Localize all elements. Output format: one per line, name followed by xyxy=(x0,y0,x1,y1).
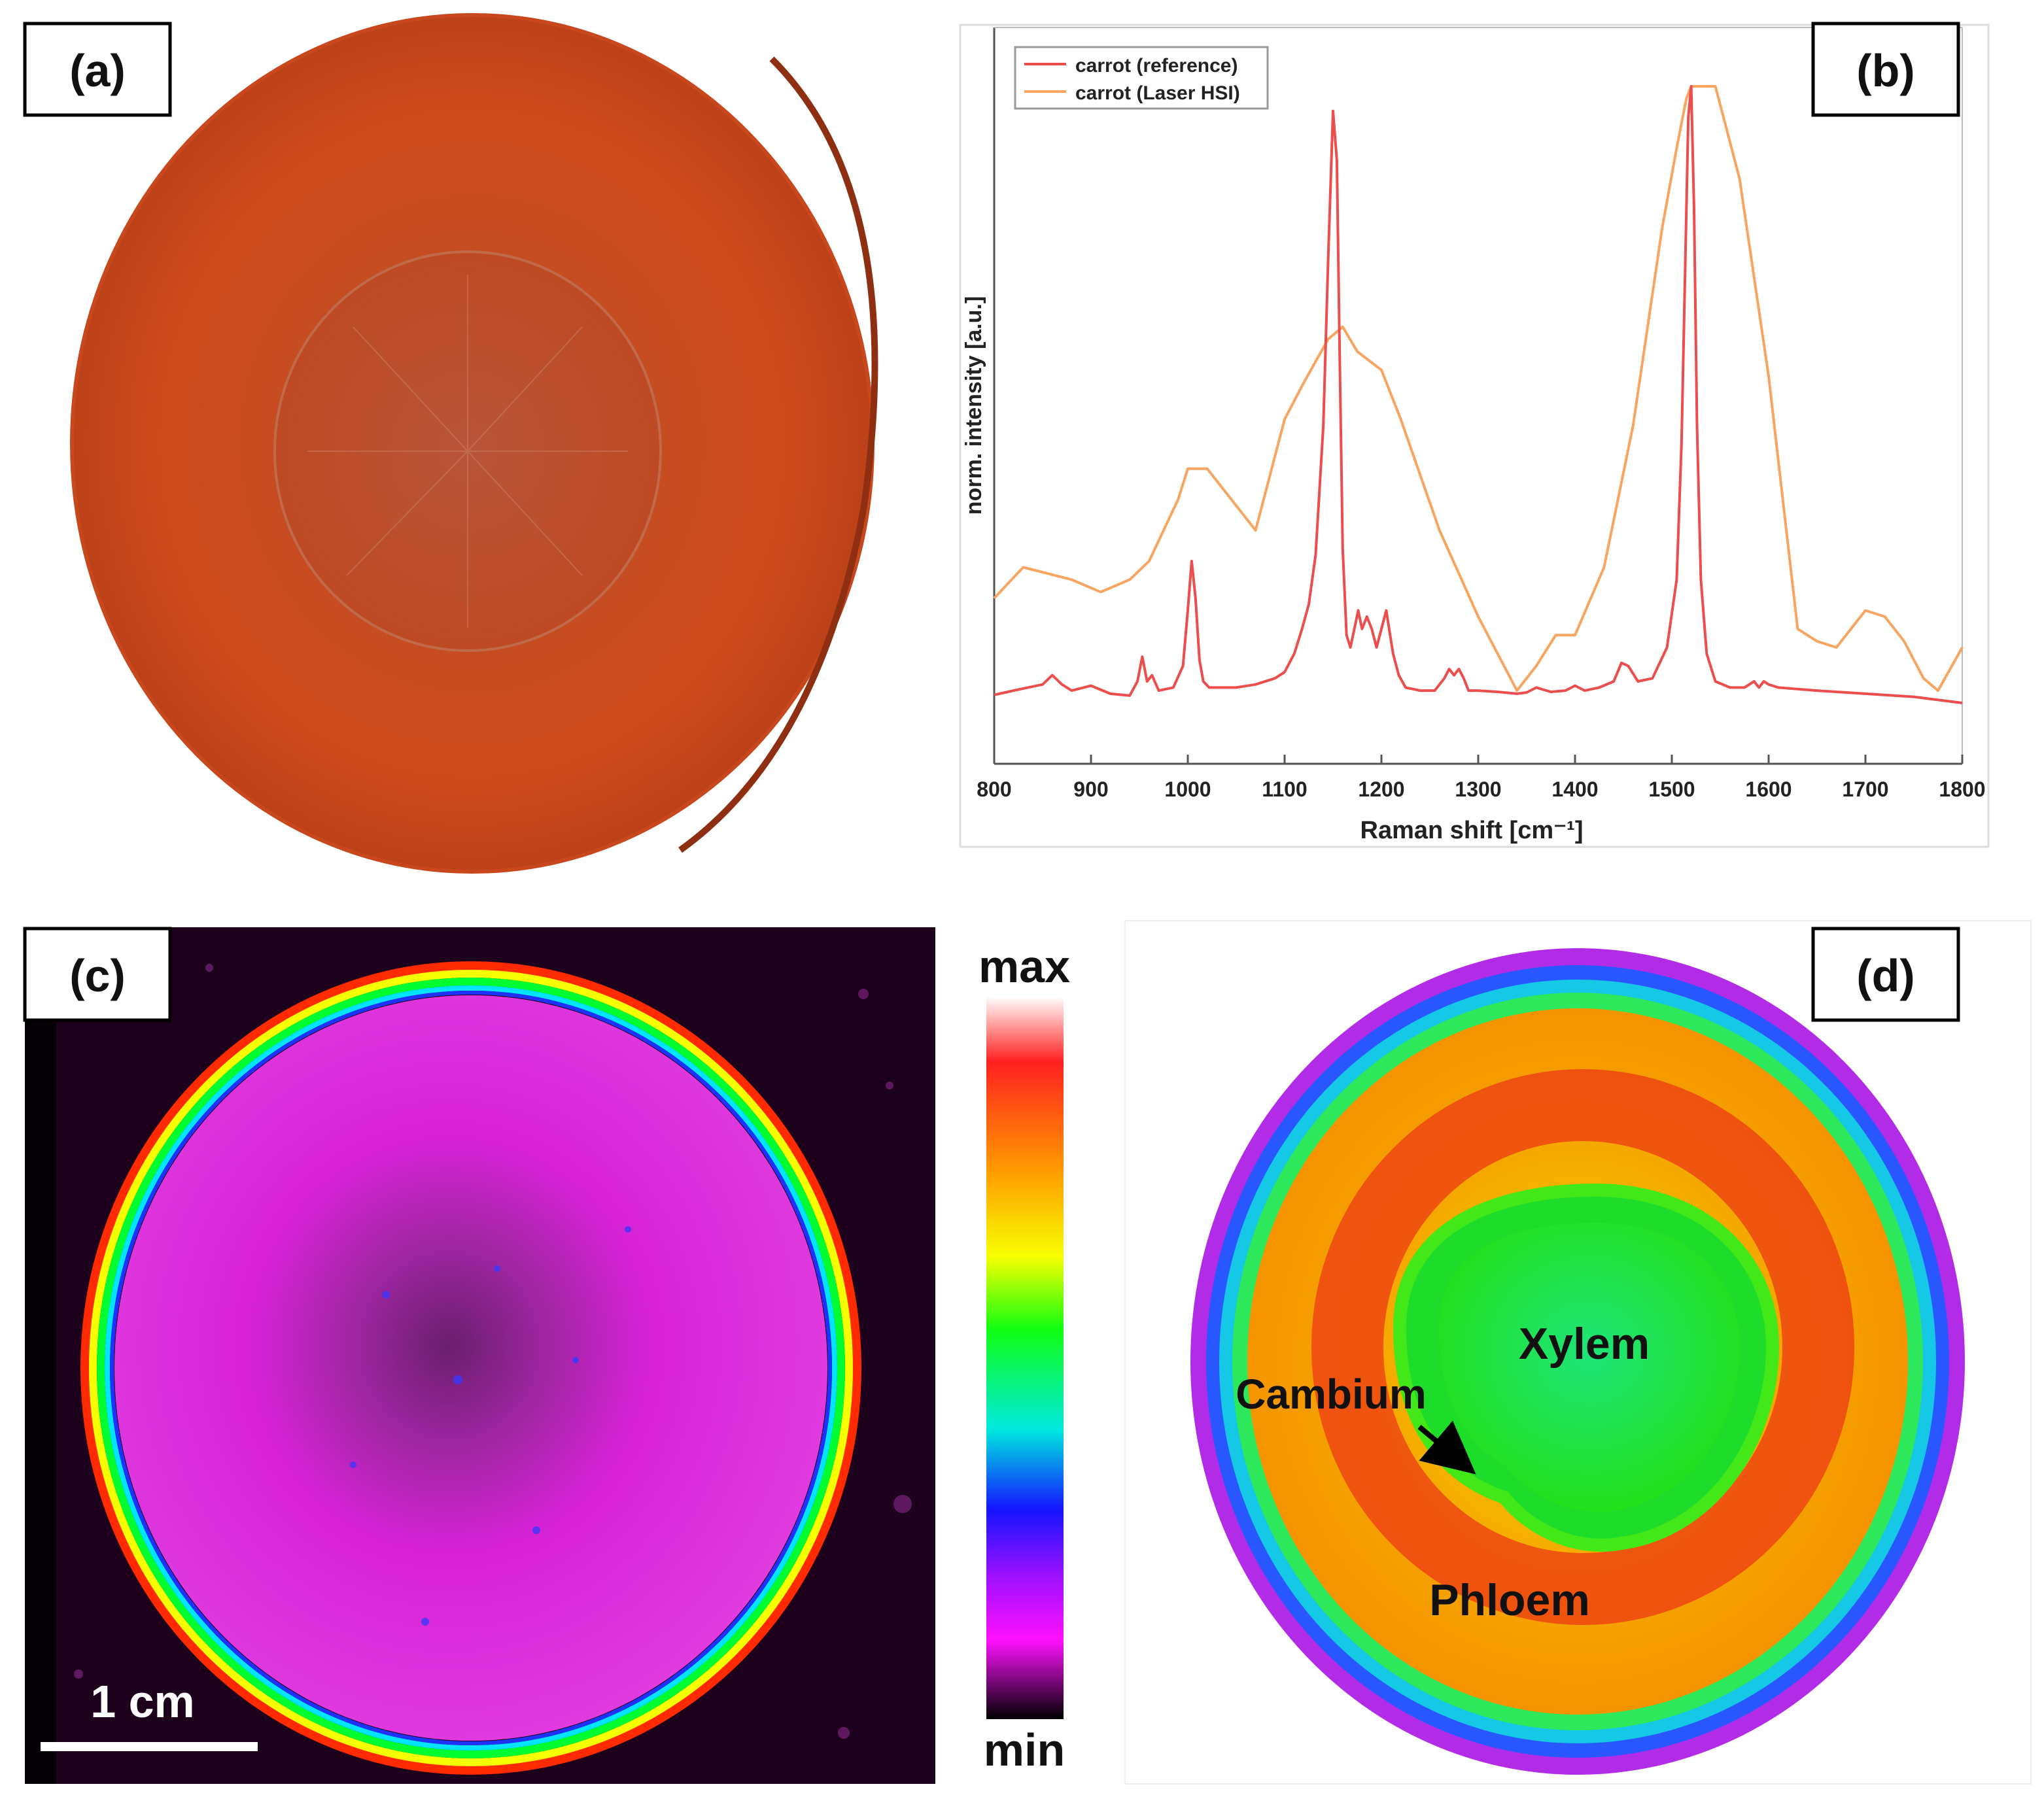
carrot-map-body xyxy=(114,995,827,1741)
chart-y-axis-label: norm. intensity [a.u.] xyxy=(961,296,986,515)
colorbar-min-label: min xyxy=(984,1724,1065,1775)
panel-c-speckle xyxy=(74,964,912,1739)
chart-x-axis-label: Raman shift [cm⁻¹] xyxy=(1360,817,1584,844)
carrot-map-blue-speckle xyxy=(350,1226,631,1626)
carrot-map-rainbow-yellow xyxy=(89,970,853,1766)
tissue-red-band xyxy=(1311,1069,1854,1625)
carrot-map-rainbow-green xyxy=(97,978,845,1758)
x-tick-label-1700: 1700 xyxy=(1842,778,1888,801)
panel-b: 800 900 1000 1100 1200 1300 1400 1500 1600 1700 18… xyxy=(959,22,1990,848)
carrot-slice-edge xyxy=(678,56,878,853)
panel-c-label-box xyxy=(23,927,172,1022)
x-tick-label-900: 900 xyxy=(1073,778,1108,801)
colorbar-max-label: max xyxy=(979,941,1070,992)
carrot-map-rainbow-blue xyxy=(110,991,832,1745)
x-tick-label-800: 800 xyxy=(977,778,1011,801)
chart-legend: carrot (reference) carrot (Laser HSI) xyxy=(1014,46,1269,110)
x-tick-label-1600: 1600 xyxy=(1745,778,1792,801)
cambium-arrow xyxy=(1417,1420,1476,1475)
x-tick-label-1400: 1400 xyxy=(1551,778,1598,801)
x-tick-label-1300: 1300 xyxy=(1455,778,1501,801)
legend-label-laser-hsi: carrot (Laser HSI) xyxy=(1075,82,1240,104)
panel-d: Xylem Cambium Phloem (d) xyxy=(1124,920,2032,1785)
x-tick-label-1800: 1800 xyxy=(1939,778,1985,801)
x-tick-label-1000: 1000 xyxy=(1164,778,1211,801)
panel-b-label: (b) xyxy=(1856,45,1914,96)
panel-c-dark-edge xyxy=(25,1020,56,1784)
x-tick-label-1200: 1200 xyxy=(1358,778,1404,801)
scalebar-label: 1 cm xyxy=(90,1676,195,1727)
panel-b-label-box xyxy=(1811,22,1960,117)
scalebar xyxy=(41,1742,258,1751)
x-tick-label-1100: 1100 xyxy=(1262,778,1307,801)
cambium-label: Cambium xyxy=(1236,1371,1427,1418)
colorbar: max min xyxy=(979,941,1070,1775)
chart-axes: 800 900 1000 1100 1200 1300 1400 1500 1600 1700 18… xyxy=(977,27,1986,801)
chart-lines xyxy=(993,85,1964,704)
legend-label-reference: carrot (reference) xyxy=(1075,55,1238,77)
series-line-laser-hsi xyxy=(993,85,1964,692)
panel-c-label: (c) xyxy=(69,950,126,1001)
carrot-map-rainbow-cyan xyxy=(105,985,837,1751)
panel-c: (c) 1 cm xyxy=(23,927,935,1784)
panel-a-label-box xyxy=(23,22,172,117)
panel-a: (a) xyxy=(23,13,878,874)
phloem-label: Phloem xyxy=(1429,1575,1590,1625)
carrot-map-rainbow-outer xyxy=(80,961,861,1775)
xylem-label: Xylem xyxy=(1519,1319,1650,1369)
tissue-xylem xyxy=(1439,1223,1740,1512)
panel-d-label: (d) xyxy=(1856,950,1914,1001)
panel-d-label-box xyxy=(1811,927,1960,1022)
series-line-reference xyxy=(994,85,1963,704)
x-tick-label-1500: 1500 xyxy=(1648,778,1695,801)
chart-frame xyxy=(959,24,1990,848)
colorbar-gradient xyxy=(986,997,1064,1719)
panel-a-label: (a) xyxy=(69,45,126,96)
legend-box xyxy=(1014,46,1269,110)
carrot-core-rays xyxy=(307,275,628,628)
